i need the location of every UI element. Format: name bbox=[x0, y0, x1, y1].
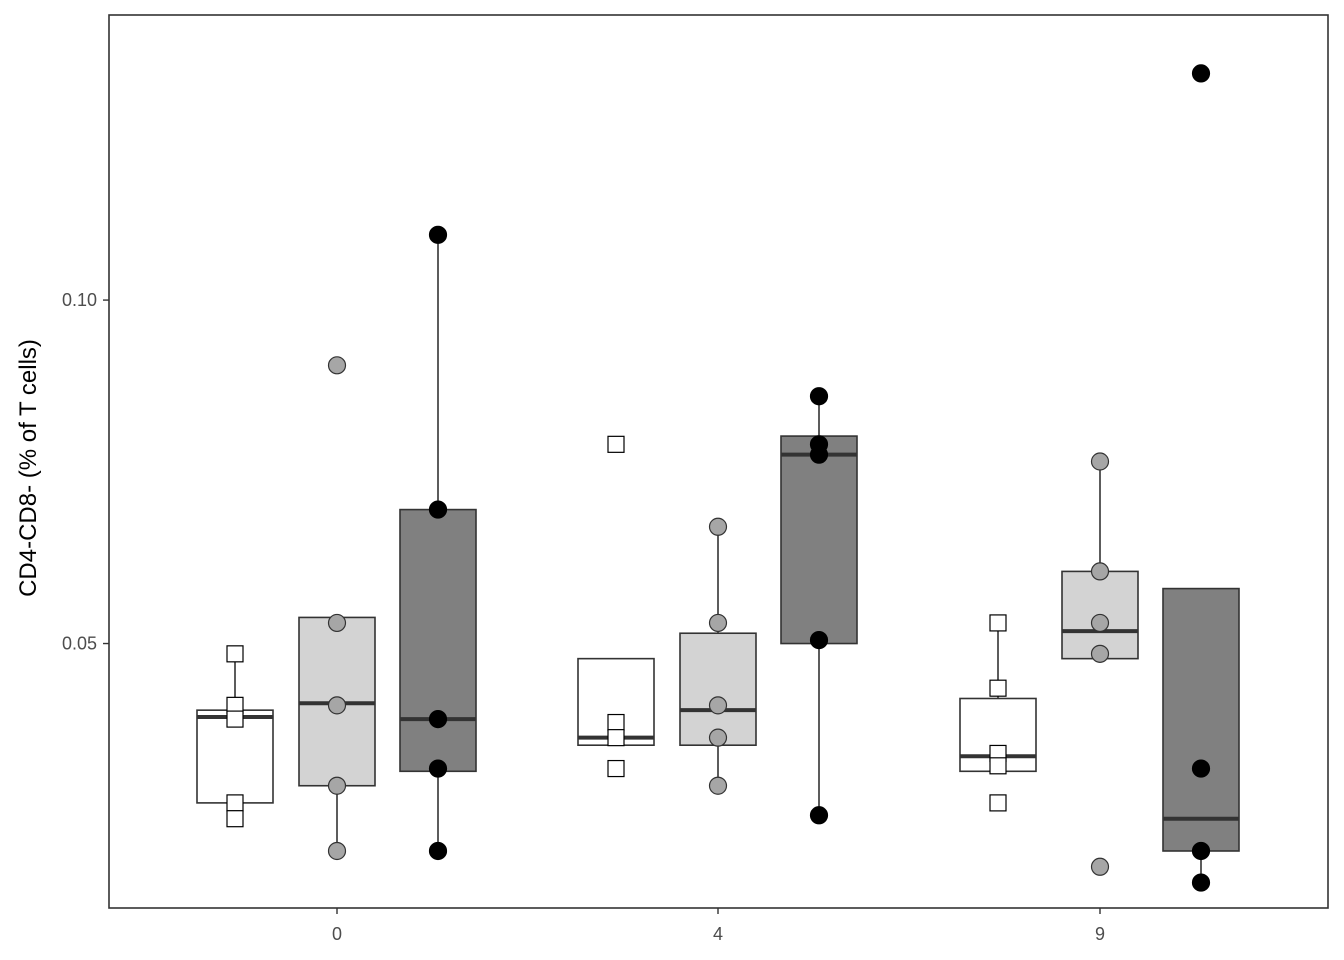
x-tick-label: 9 bbox=[1095, 924, 1105, 944]
data-point bbox=[428, 759, 448, 778]
data-point bbox=[327, 356, 347, 375]
data-point bbox=[226, 710, 244, 728]
data-point bbox=[428, 709, 448, 729]
data-point bbox=[989, 794, 1007, 812]
data-point bbox=[327, 696, 347, 715]
y-tick-label: 0.10 bbox=[62, 290, 97, 310]
data-point bbox=[428, 841, 448, 861]
data-point bbox=[226, 794, 244, 812]
data-point bbox=[809, 806, 829, 825]
plot-area bbox=[196, 64, 1240, 892]
data-point bbox=[708, 776, 728, 795]
box bbox=[679, 632, 757, 746]
data-point bbox=[989, 757, 1007, 775]
data-point bbox=[708, 696, 728, 715]
data-point bbox=[708, 728, 728, 747]
data-point bbox=[607, 729, 625, 747]
data-point bbox=[1090, 452, 1110, 471]
data-point bbox=[809, 445, 829, 464]
axes: 0.05 0.10 0 4 9 bbox=[62, 14, 1329, 944]
x-tick-label: 4 bbox=[713, 924, 723, 944]
data-point bbox=[708, 613, 728, 633]
data-point bbox=[607, 435, 625, 453]
box bbox=[399, 508, 477, 773]
data-point bbox=[428, 225, 448, 244]
data-point bbox=[1090, 857, 1110, 876]
data-point bbox=[708, 517, 728, 536]
data-point bbox=[327, 613, 347, 633]
data-point bbox=[989, 679, 1007, 697]
data-point bbox=[1191, 759, 1211, 778]
x-tick-label: 0 bbox=[332, 924, 342, 944]
data-point bbox=[809, 387, 829, 406]
data-point bbox=[1090, 613, 1110, 633]
y-axis-title: CD4-CD8- (% of T cells) bbox=[15, 339, 42, 597]
data-point bbox=[428, 500, 448, 519]
data-point bbox=[226, 810, 244, 828]
y-tick-label: 0.05 bbox=[62, 634, 97, 654]
data-point bbox=[607, 713, 625, 732]
box bbox=[780, 435, 858, 645]
data-point bbox=[327, 841, 347, 861]
data-point bbox=[1191, 873, 1211, 892]
data-point bbox=[1191, 841, 1211, 861]
data-point bbox=[989, 614, 1007, 632]
data-point bbox=[226, 645, 244, 663]
data-point bbox=[607, 759, 625, 778]
box bbox=[1162, 587, 1240, 852]
data-point bbox=[327, 776, 347, 795]
data-point bbox=[1090, 562, 1110, 581]
data-point bbox=[1191, 64, 1211, 83]
data-point bbox=[1090, 644, 1110, 663]
data-point bbox=[809, 630, 829, 650]
